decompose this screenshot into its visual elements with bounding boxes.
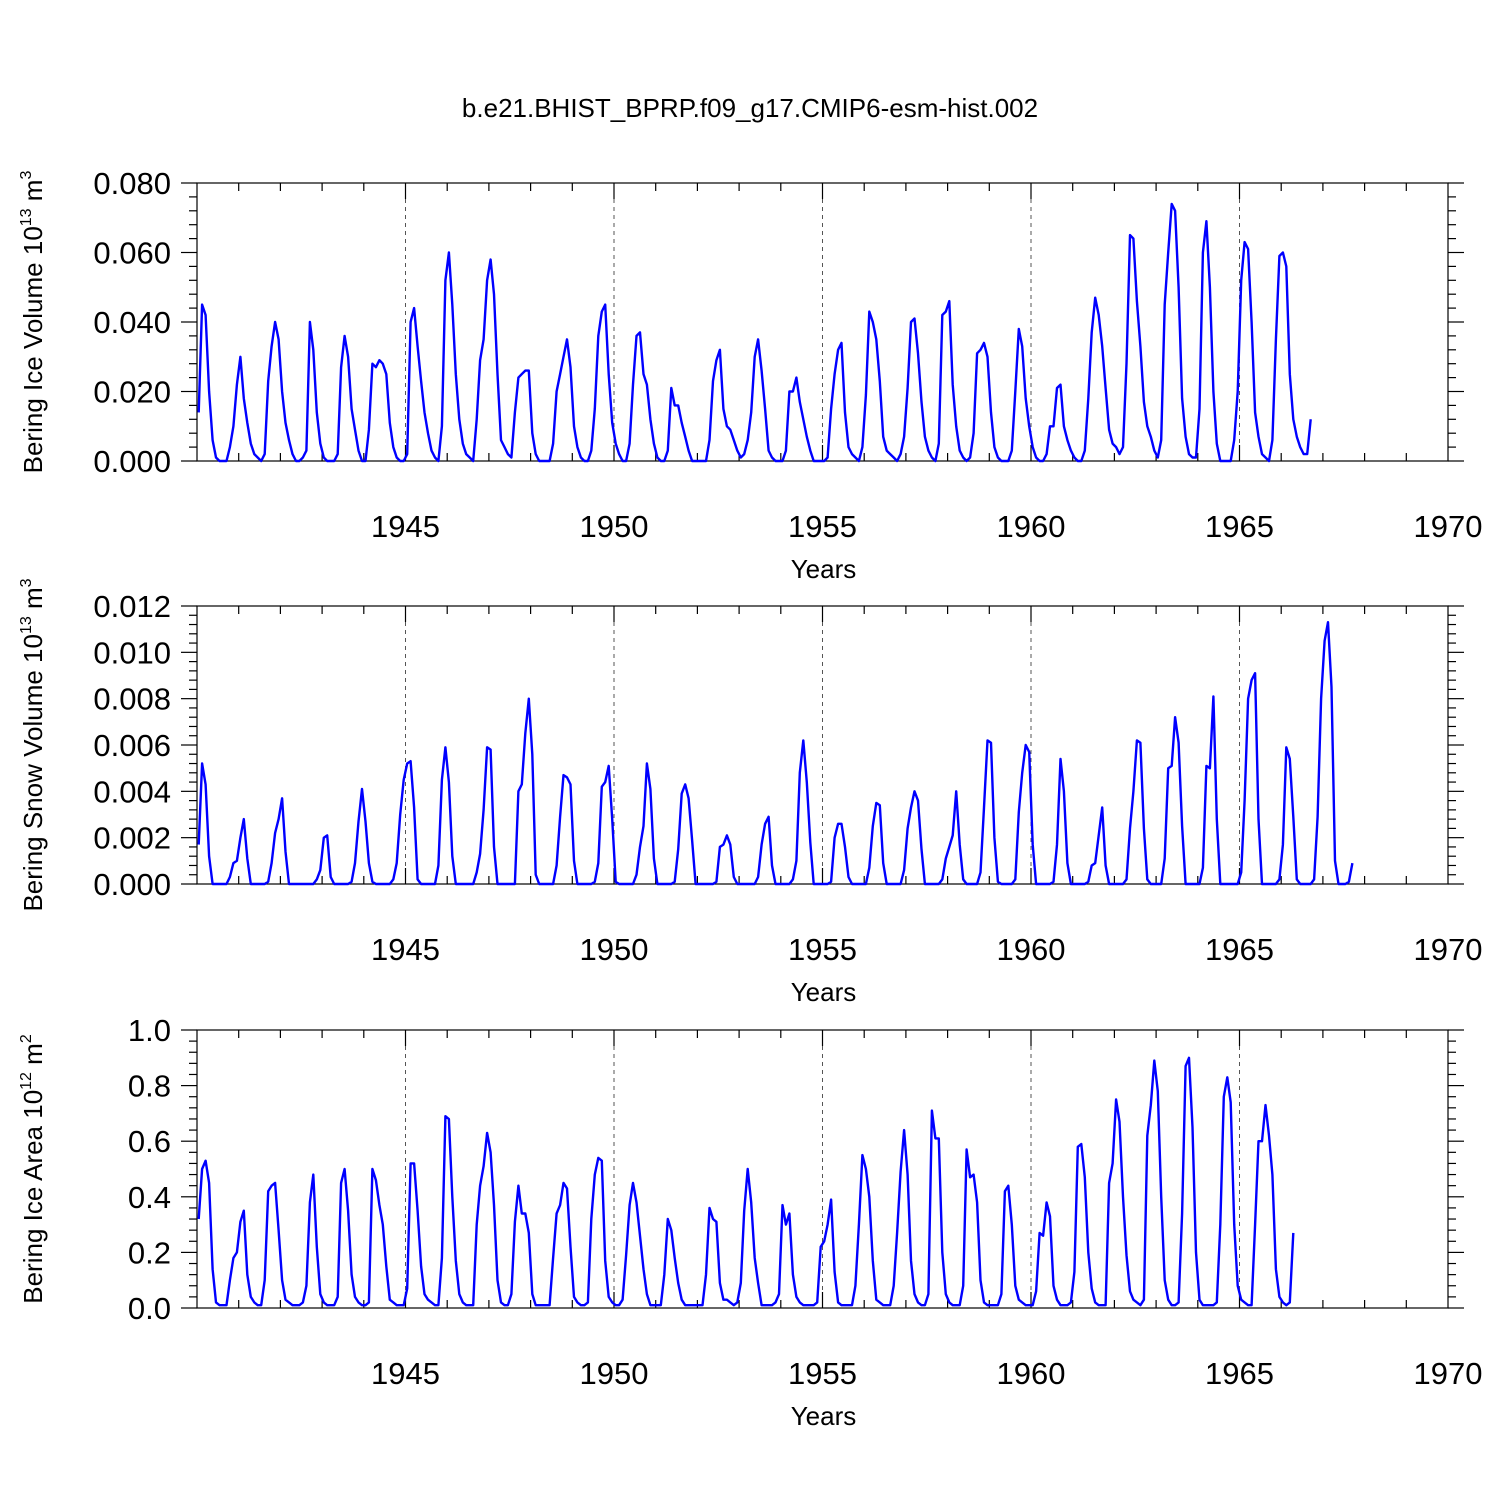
chart-title: b.e21.BHIST_BPRP.f09_g17.CMIP6-esm-hist.… xyxy=(462,93,1038,123)
x-tick-label: 1970 xyxy=(1414,932,1483,967)
y-tick-label: 0.020 xyxy=(93,375,171,410)
y-axis-label: Bering Ice Area 1012 m2 xyxy=(18,1034,48,1304)
x-axis-label: Years xyxy=(791,977,857,1007)
y-tick-label: 0.8 xyxy=(128,1069,171,1104)
y-tick-label: 0.0 xyxy=(128,1291,171,1326)
x-tick-label: 1950 xyxy=(580,932,649,967)
y-tick-label: 1.0 xyxy=(128,1013,171,1048)
x-tick-label: 1955 xyxy=(788,1356,857,1391)
x-tick-label: 1965 xyxy=(1205,1356,1274,1391)
y-tick-label: 0.004 xyxy=(93,774,171,809)
x-tick-label: 1945 xyxy=(371,1356,440,1391)
y-tick-label: 0.2 xyxy=(128,1235,171,1270)
x-tick-label: 1945 xyxy=(371,932,440,967)
y-axis-label: Bering Snow Volume 1013 m3 xyxy=(18,578,48,911)
x-tick-label: 1945 xyxy=(371,509,440,544)
y-tick-label: 0.000 xyxy=(93,444,171,479)
y-tick-label: 0.002 xyxy=(93,821,171,856)
y-tick-label: 0.008 xyxy=(93,682,171,717)
x-tick-label: 1960 xyxy=(997,1356,1066,1391)
y-tick-label: 0.4 xyxy=(128,1180,171,1215)
y-tick-label: 0.012 xyxy=(93,589,171,624)
chart-panel-3: 0.0 0.2 0.4 0.6 0.8 1.0 1945 1950 1955 1960 1965 19… xyxy=(18,1013,1482,1431)
x-tick-label: 1965 xyxy=(1205,509,1274,544)
chart-panel-1: 0.000 0.020 0.040 0.060 0.080 1945 1950 1955 196… xyxy=(18,166,1482,584)
y-tick-label: 0.006 xyxy=(93,728,171,763)
y-tick-label: 0.010 xyxy=(93,635,171,670)
x-axis-label: Years xyxy=(791,554,857,584)
y-tick-label: 0.6 xyxy=(128,1124,171,1159)
y-tick-label: 0.040 xyxy=(93,305,171,340)
panels: 0.000 0.020 0.040 0.060 0.080 1945 1950 1955 196… xyxy=(18,166,1482,1431)
x-axis-label: Years xyxy=(791,1401,857,1431)
x-tick-label: 1960 xyxy=(997,932,1066,967)
y-tick-label: 0.060 xyxy=(93,236,171,271)
x-tick-label: 1955 xyxy=(788,509,857,544)
y-axis-label: Bering Ice Volume 1013 m3 xyxy=(18,171,48,474)
x-tick-label: 1960 xyxy=(997,509,1066,544)
x-tick-label: 1965 xyxy=(1205,932,1274,967)
data-line xyxy=(197,202,1312,463)
x-tick-label: 1950 xyxy=(580,509,649,544)
data-line xyxy=(197,1056,1295,1307)
chart-panel-2: 0.000 0.002 0.004 0.006 0.008 0.010 0.012 1945 1… xyxy=(18,578,1482,1007)
y-tick-label: 0.000 xyxy=(93,867,171,902)
x-tick-label: 1970 xyxy=(1414,509,1483,544)
x-tick-label: 1970 xyxy=(1414,1356,1483,1391)
x-tick-label: 1955 xyxy=(788,932,857,967)
y-tick-label: 0.080 xyxy=(93,166,171,201)
plot-frame xyxy=(196,1029,1449,1309)
x-tick-label: 1950 xyxy=(580,1356,649,1391)
data-line xyxy=(197,621,1354,886)
